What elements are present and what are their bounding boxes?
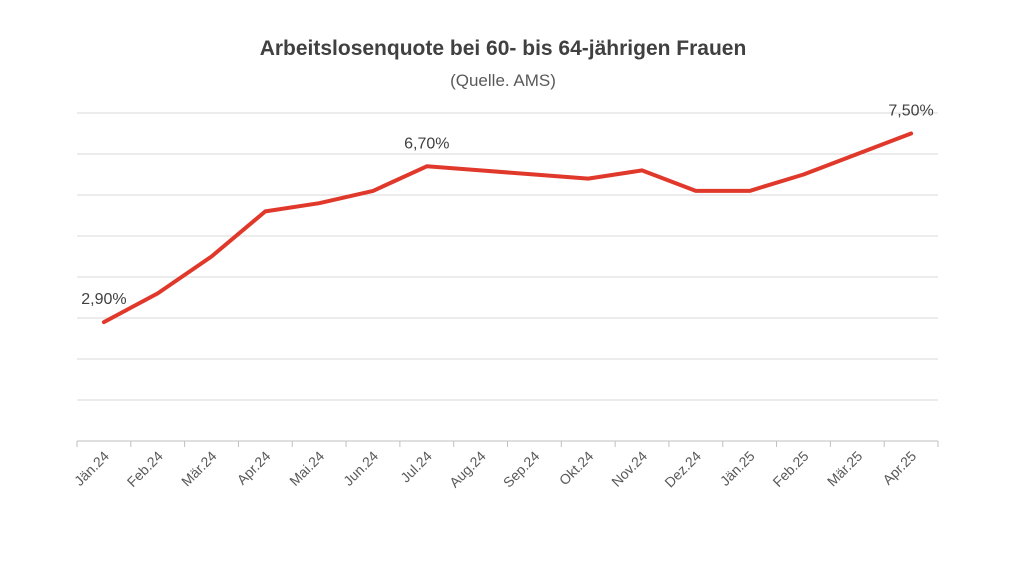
x-tick-label: Feb.25	[769, 448, 811, 490]
x-tick-label: Jän.25	[717, 448, 758, 489]
x-tick-label: Mai.24	[286, 448, 327, 489]
x-tick-label: Jän.24	[71, 448, 112, 489]
x-tick-label: Dez.24	[661, 448, 704, 491]
data-label: 2,90%	[81, 291, 126, 308]
x-axis-ticks	[76, 441, 939, 447]
data-label: 7,50%	[888, 103, 933, 120]
x-axis-labels: Jän.24 Feb.24 Mär.24 Apr.24 Mai.24 Jun.24 Jul.…	[71, 448, 919, 491]
x-tick-label: Nov.24	[608, 448, 650, 490]
x-tick-label: Aug.24	[446, 448, 489, 491]
x-tick-label: Feb.24	[124, 448, 166, 490]
gridlines	[77, 112, 938, 401]
x-tick-label: Apr.24	[234, 448, 274, 488]
x-tick-label: Mär.25	[824, 448, 866, 490]
x-tick-label: Mär.24	[178, 448, 220, 490]
x-tick-label: Okt.24	[556, 448, 597, 489]
x-tick-label: Jun.24	[340, 448, 381, 489]
data-labels: 2,90% 6,70% 7,50%	[81, 103, 934, 309]
chart-subtitle: (Quelle. AMS)	[450, 71, 556, 90]
x-tick-label: Jul.24	[397, 448, 435, 486]
chart-title: Arbeitslosenquote bei 60- bis 64-jährige…	[260, 37, 747, 60]
x-tick-label: Sep.24	[500, 448, 543, 491]
series-line	[101, 131, 914, 325]
x-tick-label: Apr.25	[879, 448, 919, 488]
data-label: 6,70%	[404, 135, 449, 152]
